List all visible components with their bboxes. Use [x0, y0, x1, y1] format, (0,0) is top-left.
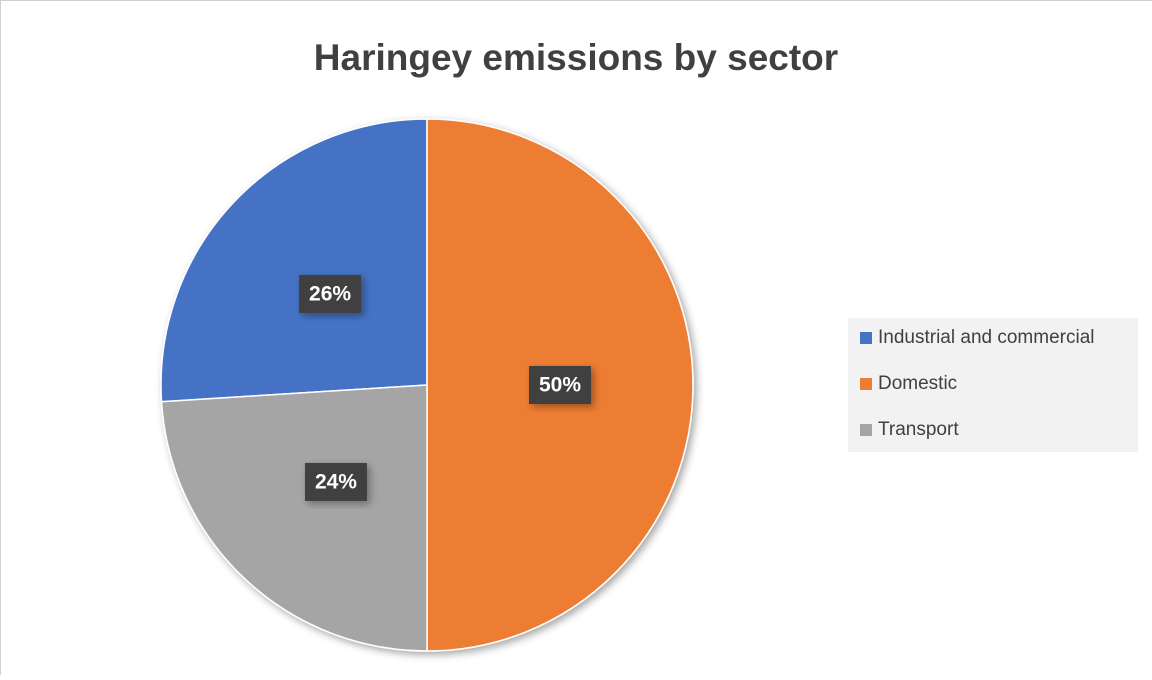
legend-swatch [860, 378, 872, 390]
legend-label: Industrial and commercial [878, 327, 1094, 348]
legend-swatch [860, 424, 872, 436]
chart-title: Haringey emissions by sector [314, 37, 838, 78]
data-label: 24% [315, 470, 357, 493]
legend-label: Transport [878, 419, 959, 440]
pie [161, 119, 693, 651]
data-label: 26% [309, 283, 351, 306]
data-label: 50% [539, 374, 581, 397]
legend-label: Domestic [878, 373, 957, 394]
legend-swatch [860, 332, 872, 344]
